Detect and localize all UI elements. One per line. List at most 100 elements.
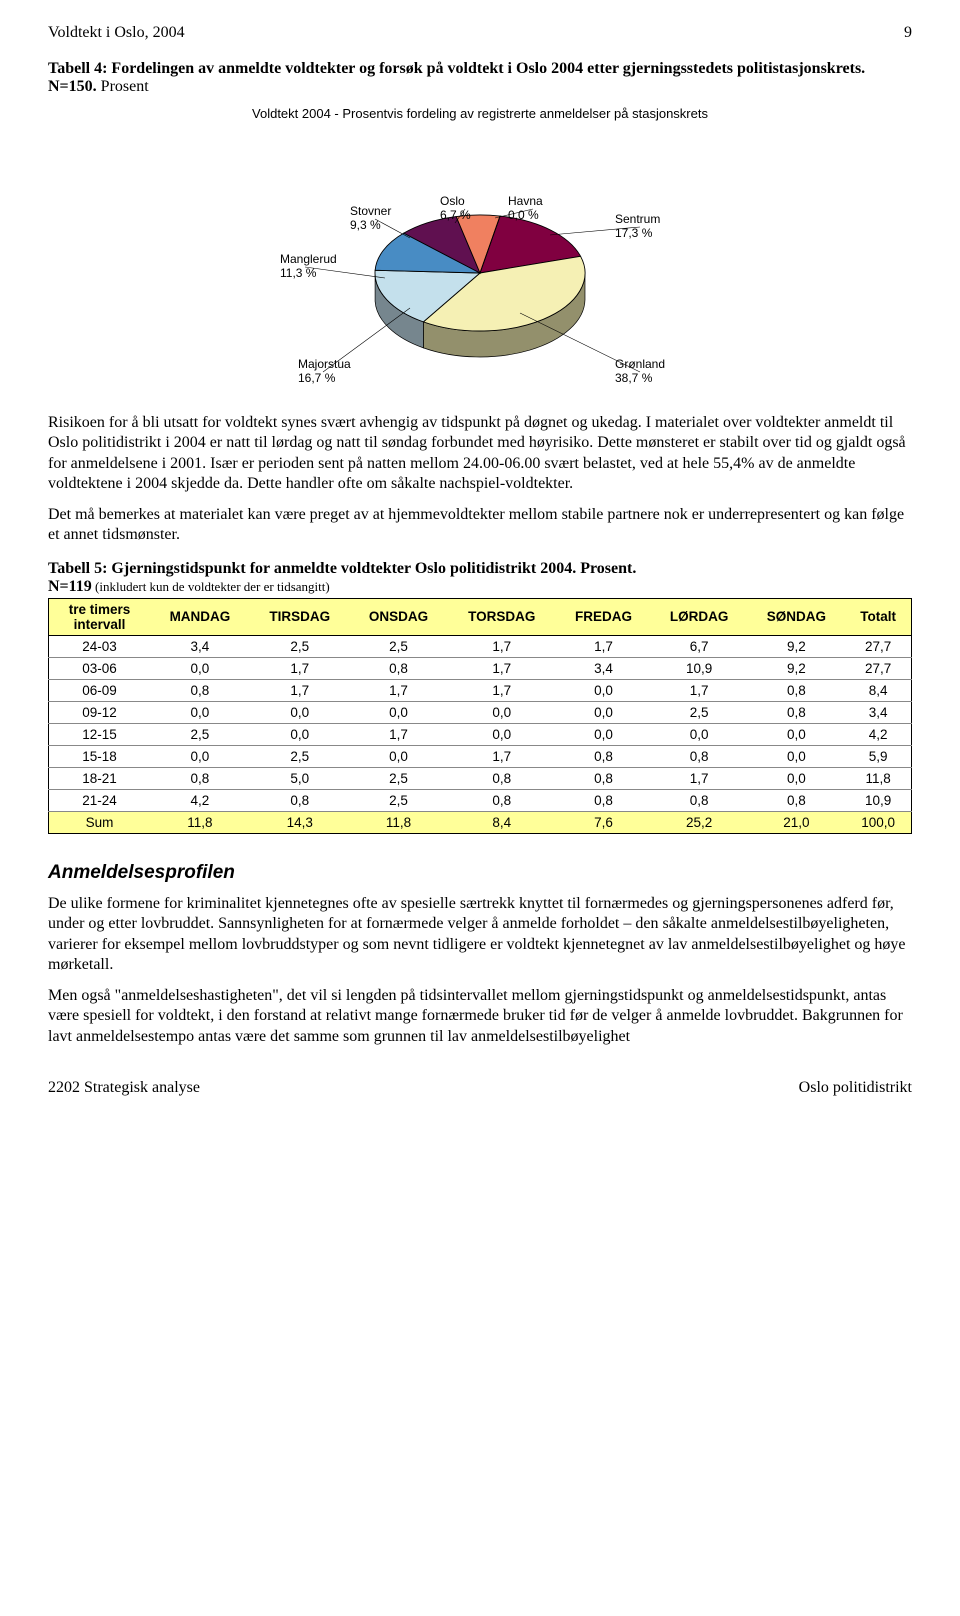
cell: 2,5	[350, 635, 448, 657]
cell: 0,0	[748, 767, 846, 789]
cell: 3,4	[845, 701, 911, 723]
cell: 0,8	[250, 789, 350, 811]
cell: 2,5	[651, 701, 748, 723]
cell: 1,7	[250, 657, 350, 679]
cell: 0,0	[651, 723, 748, 745]
page-number: 9	[904, 24, 912, 42]
cell: 0,0	[150, 701, 250, 723]
cell: 8,4	[845, 679, 911, 701]
cell: 0,0	[748, 723, 846, 745]
col-3: TORSDAG	[447, 598, 556, 635]
cell: 0,0	[350, 745, 448, 767]
cell: 1,7	[447, 635, 556, 657]
sum-cell: 11,8	[150, 811, 250, 833]
col-5: LØRDAG	[651, 598, 748, 635]
cell: 3,4	[150, 635, 250, 657]
svg-text:Oslo: Oslo	[440, 194, 465, 208]
svg-text:Sentrum: Sentrum	[615, 212, 660, 226]
col-2: ONSDAG	[350, 598, 448, 635]
table5: tre timersintervallMANDAGTIRSDAGONSDAGTO…	[48, 598, 912, 834]
cell: 2,5	[250, 745, 350, 767]
cell: 03-06	[49, 657, 151, 679]
cell: 1,7	[350, 679, 448, 701]
cell: 06-09	[49, 679, 151, 701]
cell: 2,5	[250, 635, 350, 657]
cell: 3,4	[556, 657, 651, 679]
cell: 0,8	[150, 767, 250, 789]
cell: 2,5	[350, 767, 448, 789]
cell: 1,7	[447, 745, 556, 767]
svg-text:38,7 %: 38,7 %	[615, 371, 653, 385]
cell: 27,7	[845, 657, 911, 679]
svg-text:17,3 %: 17,3 %	[615, 226, 653, 240]
svg-text:6,7 %: 6,7 %	[440, 208, 471, 222]
cell: 0,0	[447, 723, 556, 745]
sum-label: Sum	[49, 811, 151, 833]
cell: 0,8	[150, 679, 250, 701]
sum-cell: 8,4	[447, 811, 556, 833]
cell: 2,5	[150, 723, 250, 745]
cell: 1,7	[350, 723, 448, 745]
cell: 0,0	[150, 657, 250, 679]
cell: 24-03	[49, 635, 151, 657]
cell: 0,0	[250, 723, 350, 745]
cell: 1,7	[651, 679, 748, 701]
cell: 09-12	[49, 701, 151, 723]
cell: 4,2	[845, 723, 911, 745]
cell: 0,8	[651, 745, 748, 767]
cell: 4,2	[150, 789, 250, 811]
svg-text:Manglerud: Manglerud	[280, 252, 337, 266]
cell: 5,0	[250, 767, 350, 789]
cell: 0,8	[748, 789, 846, 811]
cell: 1,7	[556, 635, 651, 657]
paragraph-2: Det må bemerkes at materialet kan være p…	[48, 505, 912, 546]
svg-text:9,3 %: 9,3 %	[350, 218, 381, 232]
svg-text:Grønland: Grønland	[615, 357, 665, 371]
cell: 10,9	[845, 789, 911, 811]
cell: 0,0	[556, 679, 651, 701]
cell: 0,0	[350, 701, 448, 723]
footer-left: 2202 Strategisk analyse	[48, 1079, 200, 1096]
cell: 0,8	[447, 767, 556, 789]
cell: 0,8	[748, 701, 846, 723]
footer-right: Oslo politidistrikt	[799, 1079, 912, 1097]
cell: 15-18	[49, 745, 151, 767]
svg-text:Stovner: Stovner	[350, 204, 391, 218]
col-7: Totalt	[845, 598, 911, 635]
cell: 1,7	[651, 767, 748, 789]
cell: 5,9	[845, 745, 911, 767]
cell: 21-24	[49, 789, 151, 811]
sum-cell: 100,0	[845, 811, 911, 833]
cell: 12-15	[49, 723, 151, 745]
cell: 9,2	[748, 635, 846, 657]
cell: 0,8	[556, 767, 651, 789]
cell: 11,8	[845, 767, 911, 789]
svg-text:11,3 %: 11,3 %	[280, 266, 317, 280]
sum-cell: 21,0	[748, 811, 846, 833]
col-1: TIRSDAG	[250, 598, 350, 635]
paragraph-1: Risikoen for å bli utsatt for voldtekt s…	[48, 413, 912, 495]
paragraph-3: De ulike formene for kriminalitet kjenne…	[48, 894, 912, 976]
svg-text:Majorstua: Majorstua	[298, 357, 351, 371]
cell: 0,0	[556, 723, 651, 745]
cell: 0,8	[556, 789, 651, 811]
sum-cell: 11,8	[350, 811, 448, 833]
cell: 2,5	[350, 789, 448, 811]
svg-text:Havna: Havna	[508, 194, 543, 208]
table5-caption: Tabell 5: Gjerningstidspunkt for anmeldt…	[48, 560, 912, 596]
col-6: SØNDAG	[748, 598, 846, 635]
cell: 0,8	[651, 789, 748, 811]
svg-text:0,0 %: 0,0 %	[508, 208, 539, 222]
col-4: FREDAG	[556, 598, 651, 635]
cell: 0,8	[447, 789, 556, 811]
pie-title: Voldtekt 2004 - Prosentvis fordeling av …	[220, 106, 740, 121]
cell: 0,0	[150, 745, 250, 767]
cell: 10,9	[651, 657, 748, 679]
paragraph-4: Men også "anmeldelseshastigheten", det v…	[48, 986, 912, 1047]
cell: 1,7	[447, 657, 556, 679]
cell: 0,0	[748, 745, 846, 767]
col-0: MANDAG	[150, 598, 250, 635]
cell: 0,0	[250, 701, 350, 723]
cell: 1,7	[250, 679, 350, 701]
cell: 1,7	[447, 679, 556, 701]
